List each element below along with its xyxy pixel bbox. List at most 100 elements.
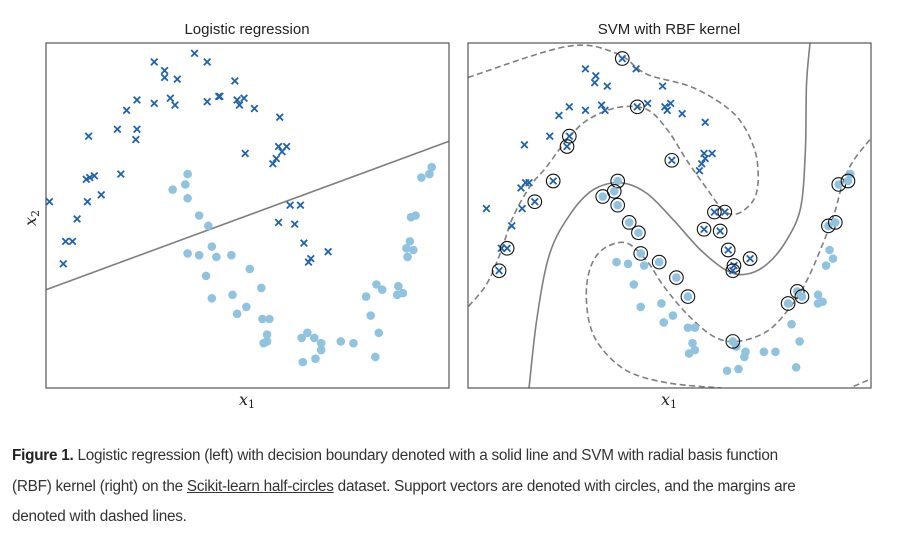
class-circle-point [425, 169, 434, 179]
support-vector-ring [621, 215, 637, 230]
class-circle-point [828, 254, 838, 263]
class-circle-point [409, 245, 418, 255]
class-cross-point [545, 132, 554, 141]
class-circle-point [212, 252, 221, 262]
class-cross-point [716, 227, 725, 235]
class-circle-point [311, 354, 320, 363]
class-cross-point [503, 244, 512, 253]
margin-line [468, 44, 760, 308]
class-cross-point [240, 94, 248, 103]
class-cross-point [507, 221, 516, 230]
plot-marks [468, 43, 871, 388]
class-circle-point [316, 338, 326, 348]
class-cross-point [581, 64, 590, 73]
class-cross-point [495, 266, 504, 275]
class-cross-point [591, 71, 600, 80]
class-cross-point [272, 154, 281, 163]
support-vector-ring [629, 99, 645, 115]
class-circle-point [654, 257, 664, 267]
class-cross-point [160, 73, 169, 82]
margin-line [853, 378, 871, 388]
class-circle-point [204, 221, 213, 231]
class-circle-point [201, 271, 211, 281]
y-axis-label-base: x [21, 217, 40, 226]
class-cross-point [563, 142, 571, 151]
class-circle-point [831, 218, 840, 227]
class-circle-point [394, 281, 403, 291]
class-circle-point [265, 314, 274, 324]
class-cross-point [697, 159, 706, 168]
class-cross-point [728, 266, 737, 275]
class-circle-point [613, 200, 622, 210]
class-circle-point [795, 337, 804, 346]
class-circle-point [262, 337, 272, 346]
class-cross-point [203, 97, 212, 106]
class-circle-point [228, 290, 237, 300]
class-cross-point [643, 99, 652, 108]
axes-frame [45, 42, 450, 389]
support-vector-ring [631, 225, 646, 241]
support-vector-ring [725, 334, 741, 349]
class-circle-point [403, 252, 412, 262]
class-cross-point [286, 201, 295, 210]
class-circle-point [728, 337, 738, 346]
class-circle-point [402, 243, 411, 253]
class-cross-point [73, 215, 82, 223]
y-axis-label: x2 [21, 210, 42, 226]
class-circle-point [825, 245, 834, 255]
class-circle-point [683, 323, 693, 332]
class-circle-point [657, 299, 666, 308]
class-circle-point [372, 280, 381, 289]
class-cross-point [230, 77, 239, 85]
class-cross-point [116, 170, 125, 179]
class-cross-point [601, 106, 609, 115]
dataset-link[interactable]: Scikit-learn half-circles [186, 477, 334, 495]
support-vector-ring [712, 223, 728, 239]
support-vector-ring [610, 173, 626, 189]
support-vector-ring [664, 152, 680, 168]
class-circle-point [659, 318, 669, 327]
y-axis-label-sub: 2 [29, 210, 42, 217]
class-circle-point [377, 285, 387, 294]
class-cross-point [150, 99, 159, 108]
class-cross-point [482, 204, 491, 213]
class-cross-point [299, 239, 308, 248]
class-cross-point [296, 201, 305, 210]
support-vector-ring [827, 215, 843, 230]
class-cross-point [710, 208, 719, 216]
class-cross-point [708, 149, 717, 158]
class-circle-point [741, 347, 750, 357]
class-circle-point [297, 333, 306, 343]
class-cross-point [632, 64, 641, 73]
class-cross-point [97, 190, 106, 199]
support-vector-ring [789, 284, 805, 299]
class-circle-point [181, 180, 190, 189]
x-axis-label-sub: 1 [670, 398, 677, 411]
support-vector-ring [717, 204, 733, 220]
class-cross-point [133, 95, 141, 104]
support-vector-ring [742, 251, 758, 266]
class-cross-point [90, 171, 99, 180]
class-circle-point [232, 309, 242, 319]
class-circle-point [759, 347, 769, 357]
support-vector-ring [559, 139, 575, 154]
class-cross-point [215, 92, 224, 101]
caption-line-3: denoted with dashed lines. [12, 508, 187, 525]
class-cross-point [306, 254, 315, 263]
class-circle-point [821, 261, 831, 270]
class-cross-point [59, 259, 68, 268]
class-circle-point [242, 302, 251, 312]
class-cross-point [268, 159, 277, 168]
class-cross-point [525, 178, 533, 187]
class-cross-point [166, 94, 175, 103]
class-circle-point [612, 257, 621, 267]
class-circle-point [371, 352, 380, 362]
class-circle-point [183, 169, 192, 179]
caption-line-2-start: (RBF) kernel (right) on the [12, 477, 187, 495]
class-circle-point [168, 185, 177, 194]
figure-caption: Figure 1. Logistic regression (left) wit… [12, 441, 892, 533]
support-vector-ring [696, 221, 712, 237]
support-vector-ring [794, 289, 810, 304]
support-vector-ring [614, 51, 630, 66]
class-cross-point [663, 106, 672, 115]
